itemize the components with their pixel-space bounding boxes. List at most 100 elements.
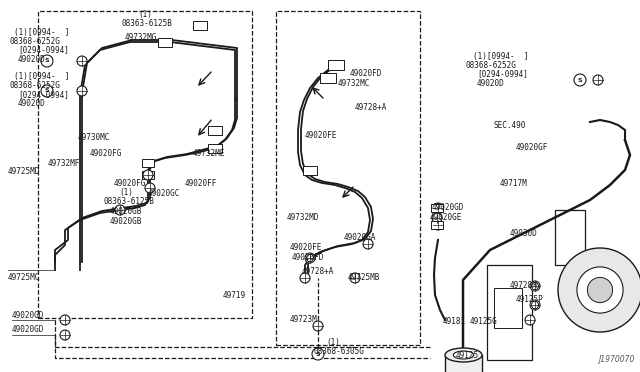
Text: 49020GC: 49020GC — [148, 189, 180, 198]
Circle shape — [115, 205, 125, 215]
Circle shape — [530, 281, 540, 291]
Text: 49020FF: 49020FF — [185, 179, 218, 187]
Text: 49125: 49125 — [456, 352, 479, 360]
Bar — [142, 171, 154, 179]
Circle shape — [305, 253, 315, 263]
Bar — [208, 144, 222, 153]
Circle shape — [145, 183, 155, 193]
Text: 49732MF: 49732MF — [48, 158, 81, 167]
Circle shape — [433, 203, 443, 213]
Text: 49717M: 49717M — [500, 179, 528, 187]
Bar — [328, 60, 344, 70]
Text: (1): (1) — [326, 339, 340, 347]
Bar — [158, 38, 172, 46]
Text: 49020FD: 49020FD — [350, 70, 382, 78]
Ellipse shape — [453, 351, 474, 359]
Bar — [303, 166, 317, 174]
Text: 49020GB: 49020GB — [110, 208, 142, 217]
Text: 08368-6252G: 08368-6252G — [466, 61, 517, 70]
Text: 49725MD: 49725MD — [8, 167, 40, 176]
Text: 49725MC: 49725MC — [8, 273, 40, 282]
Text: 49020FD: 49020FD — [292, 253, 324, 262]
Circle shape — [363, 239, 373, 249]
Text: 49020GF: 49020GF — [516, 142, 548, 151]
Text: (1)[0994-  ]: (1)[0994- ] — [473, 51, 529, 61]
Bar — [431, 221, 443, 229]
Text: 49020FE: 49020FE — [305, 131, 337, 140]
Text: 49728M: 49728M — [510, 282, 538, 291]
Text: SEC.490: SEC.490 — [494, 122, 526, 131]
Bar — [487, 265, 532, 360]
Text: 49020GD: 49020GD — [432, 203, 465, 212]
Text: 49730MC: 49730MC — [78, 132, 110, 141]
Text: 49020GB: 49020GB — [110, 218, 142, 227]
Circle shape — [312, 348, 324, 360]
Text: 49723M: 49723M — [290, 315, 317, 324]
Text: 49725MB: 49725MB — [348, 273, 380, 282]
Bar — [142, 159, 154, 167]
Text: 49020GE: 49020GE — [430, 214, 462, 222]
Circle shape — [350, 273, 360, 283]
Circle shape — [41, 55, 53, 67]
Text: 08368-6305G: 08368-6305G — [313, 347, 364, 356]
Circle shape — [60, 315, 70, 325]
Text: 49125G: 49125G — [470, 317, 498, 327]
Circle shape — [530, 300, 540, 310]
Text: 08368-6252G: 08368-6252G — [9, 81, 60, 90]
Text: (1): (1) — [138, 10, 152, 19]
Bar — [555, 210, 585, 265]
Circle shape — [143, 170, 153, 180]
Bar — [320, 73, 336, 83]
Circle shape — [588, 278, 612, 302]
Circle shape — [300, 273, 310, 283]
Text: 49020D: 49020D — [18, 55, 45, 64]
Text: 08368-6252G: 08368-6252G — [9, 36, 60, 45]
Bar — [445, 355, 482, 372]
Text: 49020GD: 49020GD — [12, 326, 44, 334]
Text: 49732MG: 49732MG — [125, 33, 157, 42]
Text: 49732ME: 49732ME — [193, 148, 225, 157]
Text: (1): (1) — [119, 189, 133, 198]
Text: S: S — [316, 352, 320, 356]
Bar — [38, 11, 252, 318]
Ellipse shape — [445, 348, 482, 362]
Text: (1)[0994-  ]: (1)[0994- ] — [14, 28, 70, 36]
Text: 49732MC: 49732MC — [338, 80, 371, 89]
Text: S: S — [45, 58, 49, 64]
Text: [0294-0994]: [0294-0994] — [18, 45, 69, 55]
Text: 49728+A: 49728+A — [302, 267, 334, 276]
Text: 49020D: 49020D — [477, 78, 505, 87]
Text: [0294-0994]: [0294-0994] — [18, 90, 69, 99]
Text: J1970070: J1970070 — [598, 355, 635, 364]
Circle shape — [574, 74, 586, 86]
Bar — [193, 20, 207, 29]
Circle shape — [77, 86, 87, 96]
Text: 08363-6125B: 08363-6125B — [122, 19, 173, 29]
Text: 49719: 49719 — [223, 292, 246, 301]
Polygon shape — [306, 254, 314, 262]
Text: 49020FG: 49020FG — [114, 179, 147, 187]
Text: 08363-6125B: 08363-6125B — [104, 198, 155, 206]
Text: 49020FE: 49020FE — [290, 243, 323, 251]
Bar — [276, 11, 420, 345]
Text: S: S — [578, 77, 582, 83]
Circle shape — [577, 267, 623, 313]
Circle shape — [313, 321, 323, 331]
Bar — [494, 288, 522, 328]
Polygon shape — [531, 302, 539, 308]
Text: 49020D: 49020D — [18, 99, 45, 109]
Text: S: S — [45, 89, 49, 93]
Text: 49020GA: 49020GA — [344, 232, 376, 241]
Text: 49020FG: 49020FG — [90, 148, 122, 157]
Circle shape — [558, 248, 640, 332]
Circle shape — [593, 75, 603, 85]
Text: 49020GD: 49020GD — [12, 311, 44, 321]
Text: 49125P: 49125P — [516, 295, 544, 305]
Bar — [431, 204, 443, 212]
Bar — [208, 125, 222, 135]
Circle shape — [525, 315, 535, 325]
Text: 49181: 49181 — [443, 317, 466, 327]
Polygon shape — [531, 283, 539, 289]
Text: 49030D: 49030D — [510, 230, 538, 238]
Circle shape — [433, 220, 443, 230]
